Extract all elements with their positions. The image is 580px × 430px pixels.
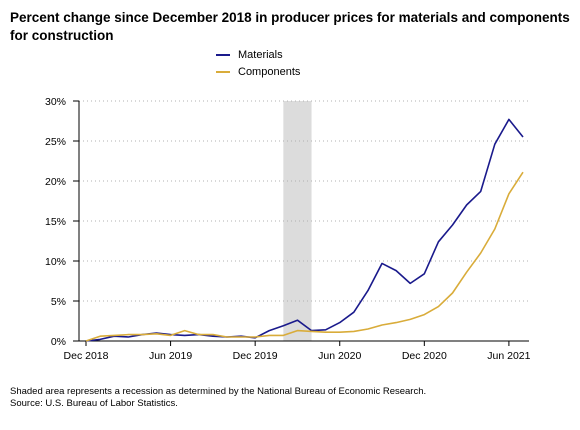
x-tick-label: Jun 2019 <box>149 350 192 362</box>
legend-label-components: Components <box>238 65 301 78</box>
legend-swatch-components <box>216 70 230 73</box>
chart-title: Percent change since December 2018 in pr… <box>10 10 570 43</box>
legend-item-components: Components <box>216 63 300 80</box>
x-tick-label: Dec 2020 <box>402 350 447 362</box>
line-chart: 0% 5% 10% 15% 20% 25% 30% Dec 2018 Jun 2019 Dec 2… <box>45 96 531 362</box>
x-tick-label: Jun 2020 <box>318 350 361 362</box>
source-note: Source: U.S. Bureau of Labor Statistics. <box>10 398 178 409</box>
y-tick-label: 0% <box>51 336 66 348</box>
y-tick-label: 30% <box>45 96 66 108</box>
y-tick-label: 25% <box>45 136 66 148</box>
legend-label-materials: Materials <box>238 48 283 61</box>
y-tick-label: 10% <box>45 256 66 268</box>
x-tick-label: Dec 2018 <box>64 350 109 362</box>
x-tick-label: Dec 2019 <box>233 350 278 362</box>
legend-swatch-materials <box>216 53 230 56</box>
recession-note: Shaded area represents a recession as de… <box>10 386 427 397</box>
legend-item-materials: Materials <box>216 46 300 63</box>
legend: Materials Components <box>216 46 300 80</box>
y-tick-label: 20% <box>45 176 66 188</box>
y-tick-label: 15% <box>45 216 66 228</box>
recession-band <box>283 101 312 341</box>
y-tick-label: 5% <box>51 296 66 308</box>
x-tick-label: Jun 2021 <box>487 350 530 362</box>
footnotes: Shaded area represents a recession as de… <box>10 386 426 410</box>
series-line-components <box>85 171 524 342</box>
